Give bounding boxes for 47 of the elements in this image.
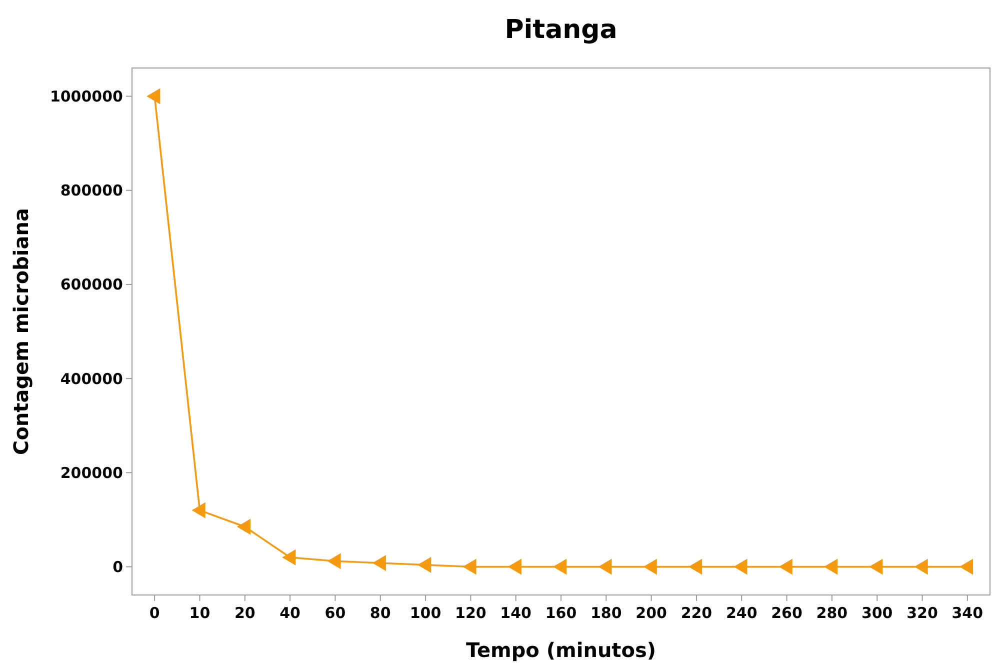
x-tick-label: 0 [149,604,160,622]
point [598,558,612,575]
y-tick-label: 1000000 [50,87,123,106]
x-tick-label: 240 [726,604,758,622]
point [146,88,160,104]
point [869,558,883,575]
point [959,558,974,575]
x-axis-title: Tempo (minutos) [466,638,656,662]
point [418,556,432,573]
x-tick-label: 120 [455,604,486,622]
x-tick-label: 140 [500,604,532,622]
x-tick-label: 80 [370,604,391,622]
x-tick-label: 260 [771,604,802,622]
x-tick-label: 320 [906,604,938,622]
y-tick-label: 600000 [60,276,123,294]
x-tick-label: 60 [324,604,346,622]
y-tick-label: 0 [112,558,123,576]
x-tick-label: 40 [280,604,300,622]
point [327,553,341,570]
point [553,558,567,575]
point [688,558,702,575]
point [914,558,928,575]
x-tick-label: 160 [545,604,577,622]
x-tick-label: 200 [636,604,667,622]
x-tick-label: 20 [234,604,256,622]
point [372,555,386,572]
point [462,558,476,575]
x-tick-label: 300 [861,604,893,622]
point [643,558,657,575]
y-tick-label: 200000 [60,464,123,482]
x-tick-label: 10 [189,604,210,622]
y-axis-title: Contagem microbiana [9,208,33,455]
chart-title: Pitanga [504,15,618,45]
y-tick-label: 800000 [60,182,123,200]
x-tick-label: 220 [680,604,712,622]
x-tick-label: 100 [410,604,442,622]
x-tick-label: 180 [590,604,622,622]
point [236,518,250,535]
point [734,558,748,575]
point [282,549,296,566]
point [508,558,522,575]
x-tick-label: 280 [816,604,848,622]
x-tick-label: 340 [952,604,984,622]
y-tick-label: 400000 [60,370,123,388]
point [778,558,792,575]
point [192,502,206,518]
point [824,558,838,575]
